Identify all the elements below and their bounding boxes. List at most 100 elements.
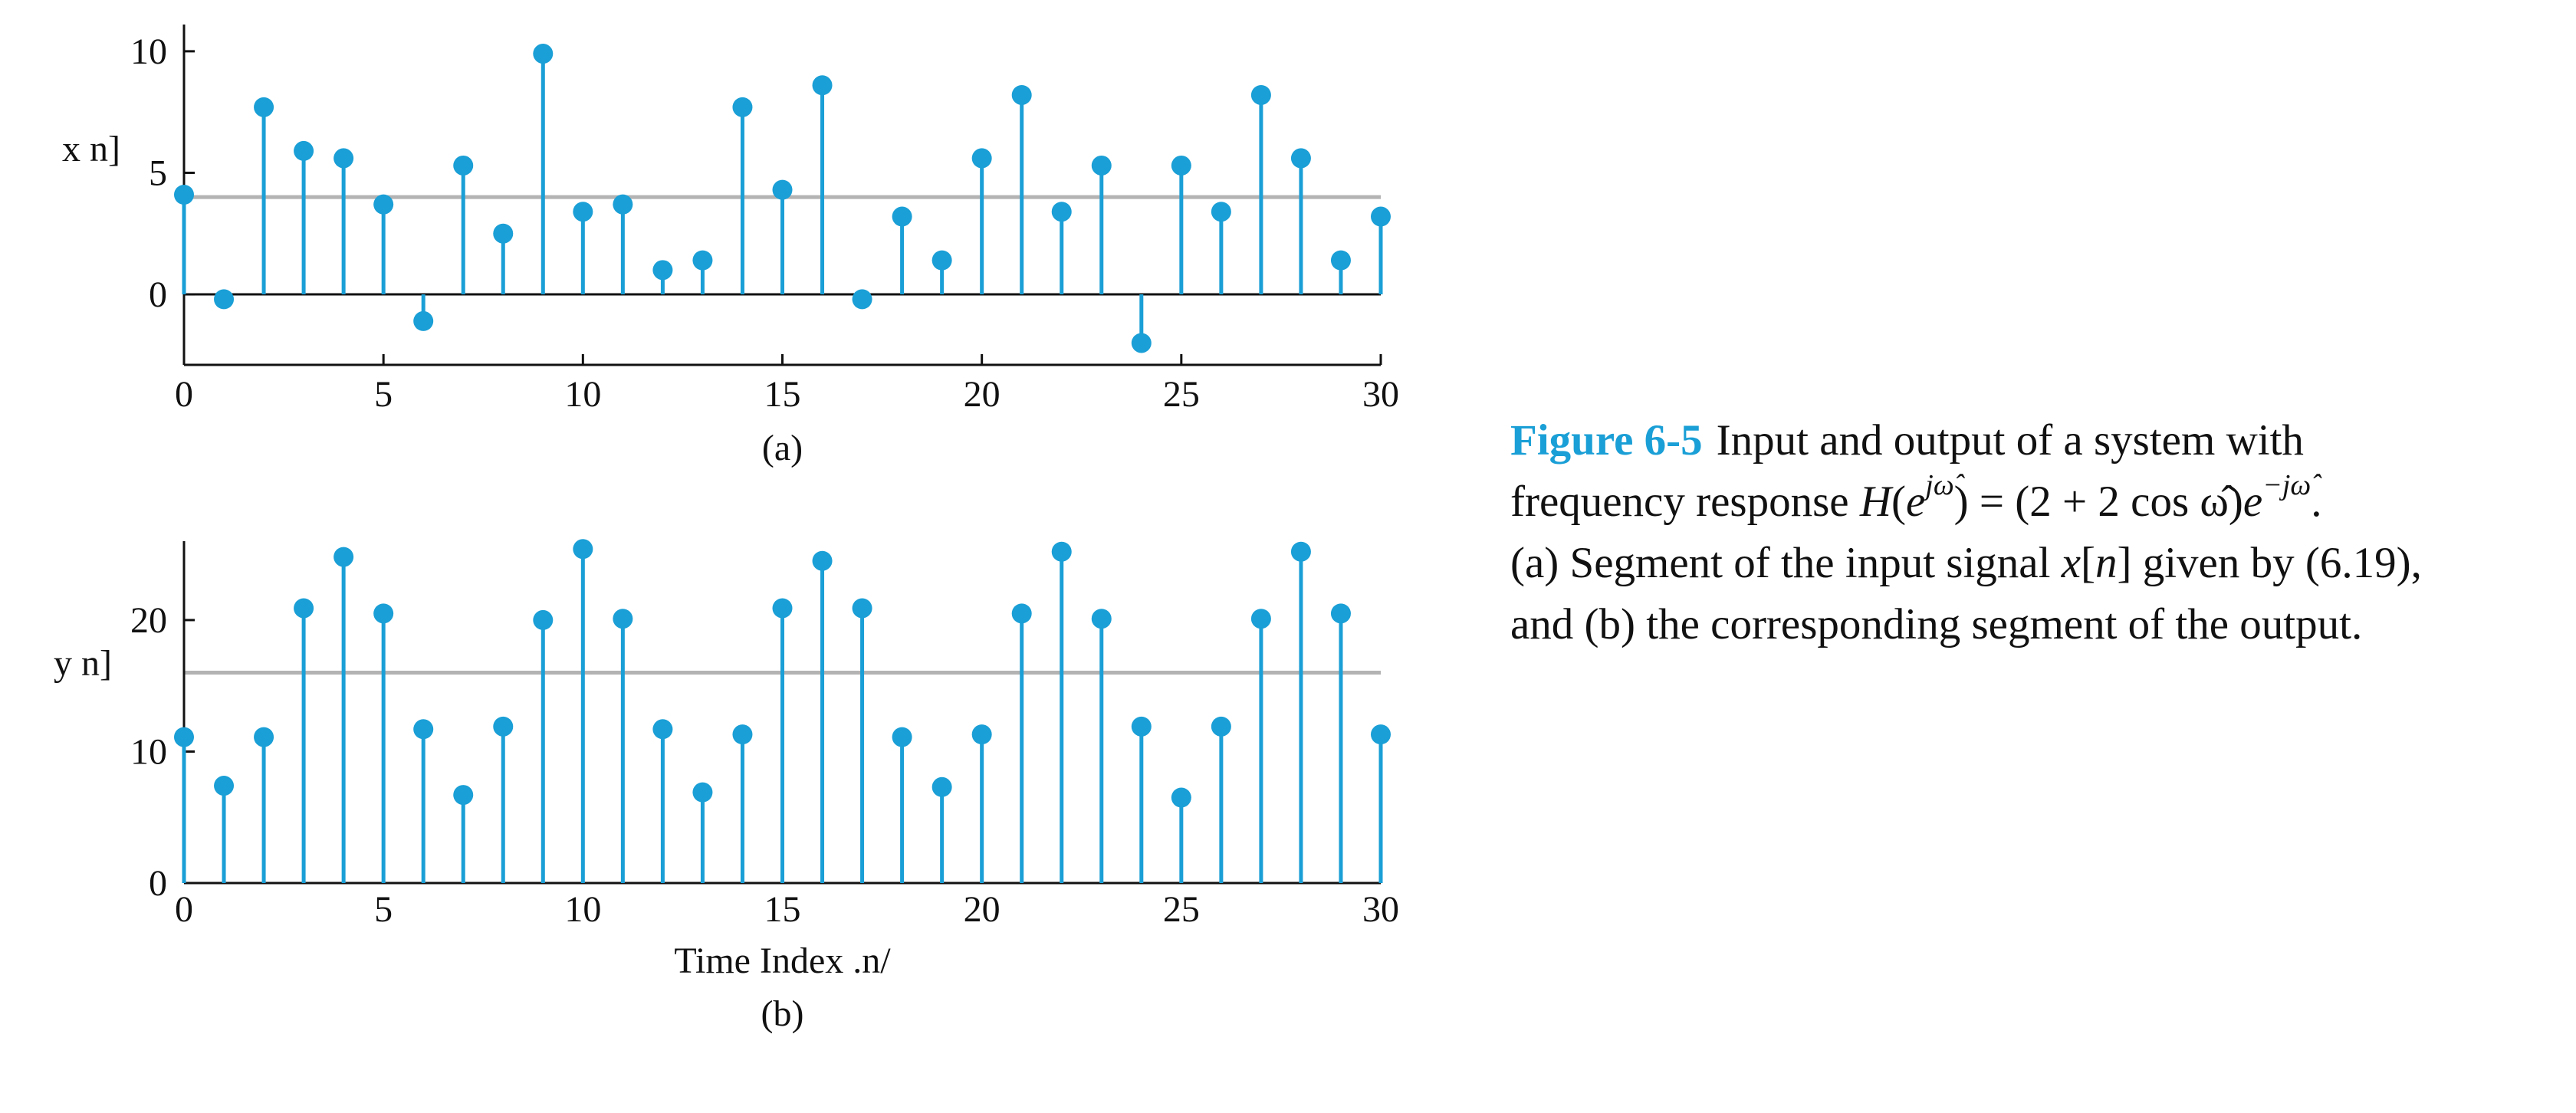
stem-marker [493, 716, 514, 737]
caption-text: H [1859, 478, 1891, 526]
stem-marker [573, 539, 593, 560]
stem-marker [573, 202, 593, 222]
stem-marker [413, 310, 434, 331]
stem-marker [214, 776, 235, 796]
stem-marker [1171, 155, 1191, 176]
stem-marker [692, 782, 713, 803]
stem-marker [892, 206, 912, 227]
stem-marker [971, 148, 992, 169]
stem-marker [613, 609, 633, 629]
stem-marker [692, 250, 713, 271]
stem-marker [1171, 787, 1191, 808]
subcaption: (a) [762, 428, 803, 468]
caption-line: frequency response H(ejω̂) = (2 + 2 cos … [1510, 471, 2422, 533]
x-tick-label: 30 [1362, 374, 1399, 415]
caption-text: ) = (2 + 2 cos ω̂) [1953, 478, 2243, 526]
stem-marker [772, 179, 793, 200]
stem-marker [892, 727, 912, 747]
stem-marker [732, 97, 753, 117]
stem-marker [1250, 609, 1271, 629]
caption-line: and (b) the corresponding segment of the… [1510, 594, 2422, 655]
x-tick-label: 10 [564, 889, 601, 930]
stem-marker [493, 223, 514, 244]
caption-text: jω̂ [1925, 469, 1954, 501]
stem-marker [812, 75, 833, 96]
stem-marker [254, 727, 274, 747]
x-axis-label: Time Index .n/ [674, 941, 891, 981]
stem-marker [453, 785, 474, 806]
stem-marker [1131, 716, 1152, 737]
y-tick-label: 0 [149, 863, 167, 904]
stem-marker [932, 776, 952, 797]
stem-marker [1091, 155, 1112, 176]
y-axis-label: x n] [62, 129, 120, 169]
x-tick-label: 20 [964, 889, 1001, 930]
stem-marker [1211, 716, 1231, 737]
x-tick-label: 20 [964, 374, 1001, 415]
stem-marker [1011, 84, 1032, 105]
stem-marker [373, 194, 394, 215]
caption-text: Input and output of a system with [1716, 416, 2304, 465]
caption-text: ] given by (6.19), [2117, 539, 2422, 587]
caption-text: (a) Segment of the input signal [1510, 539, 2062, 587]
stem-marker [174, 727, 194, 747]
y-tick-label: 0 [149, 274, 167, 315]
stem-marker [1211, 202, 1231, 222]
stem-marker [1091, 609, 1112, 629]
stem-marker [652, 260, 673, 281]
stem-marker [1371, 724, 1391, 745]
stem-marker [852, 598, 872, 619]
stem-marker [732, 724, 753, 745]
x-tick-label: 0 [175, 374, 193, 415]
stem-marker [373, 603, 394, 624]
caption-text: ( [1891, 478, 1906, 526]
stem-marker [1330, 250, 1351, 271]
stem-marker [852, 289, 872, 310]
caption-text: e [2242, 478, 2263, 526]
x-tick-label: 25 [1163, 374, 1200, 415]
stem-marker [174, 185, 194, 205]
stem-marker [294, 140, 314, 161]
y-axis-label: y n] [54, 643, 112, 684]
caption-line: Figure 6-5 Input and output of a system w… [1510, 410, 2422, 471]
subcaption: (b) [761, 993, 804, 1034]
caption-text: n [2095, 539, 2118, 587]
x-tick-label: 5 [374, 889, 393, 930]
caption-text: [ [2081, 539, 2095, 587]
stem-marker [294, 598, 314, 619]
y-tick-label: 10 [130, 731, 167, 772]
x-tick-label: 25 [1163, 889, 1200, 930]
caption-line: (a) Segment of the input signal x[n] giv… [1510, 533, 2422, 594]
stem-marker [971, 724, 992, 745]
stem-marker [334, 547, 354, 567]
stem-marker [932, 250, 952, 271]
stem-marker [254, 97, 274, 117]
figure: 0 5 10 0 5 10 15 20 25 30 x n] (a) 0 10 20 0 5 10 15 20 25 30… [54, 25, 1399, 1034]
caption-text: and (b) the corresponding segment of the… [1510, 600, 2363, 648]
x-tick-label: 5 [374, 374, 393, 415]
stem-marker [1330, 603, 1351, 624]
stem-marker [772, 598, 793, 619]
x-tick-label: 15 [764, 889, 801, 930]
stem-marker [533, 609, 554, 630]
stem-marker [1131, 333, 1152, 353]
stem-marker [453, 155, 474, 176]
stem-marker [1250, 84, 1271, 105]
stem-marker [1051, 202, 1072, 222]
x-tick-label: 15 [764, 374, 801, 415]
stem-marker [1051, 541, 1072, 562]
stem-marker [334, 148, 354, 169]
stem-marker [1290, 541, 1311, 562]
figure-label: Figure 6-5 [1510, 416, 1703, 465]
stem-marker [413, 719, 434, 740]
caption: Figure 6-5 Input and output of a system w… [1510, 410, 2422, 655]
x-tick-label: 30 [1362, 889, 1399, 930]
stem-marker [652, 719, 673, 740]
caption-text: −jω̂ [2262, 469, 2312, 501]
caption-text: x [2061, 539, 2081, 587]
stem-marker [214, 289, 235, 310]
y-tick-label: 10 [130, 31, 167, 72]
stem-marker [1290, 148, 1311, 169]
x-tick-label: 10 [564, 374, 601, 415]
